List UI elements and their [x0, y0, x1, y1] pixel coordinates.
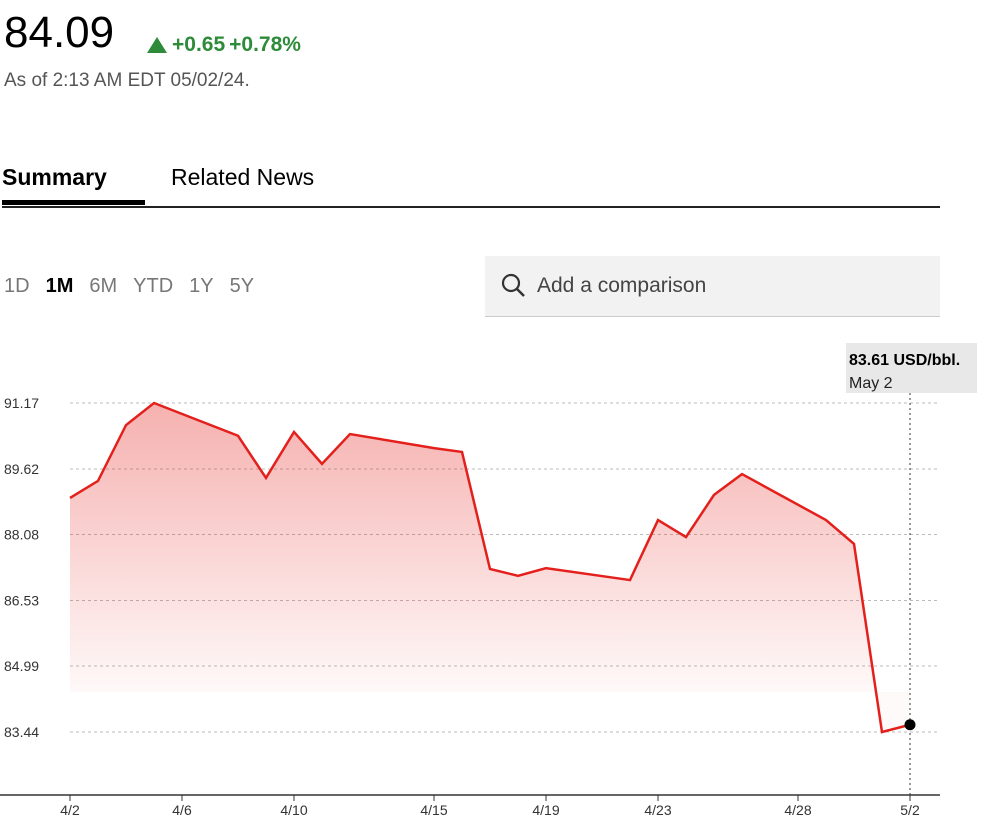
- point-marker: [904, 719, 916, 731]
- x-tick-label: 4/28: [784, 802, 811, 818]
- x-tick-label: 4/2: [60, 802, 80, 818]
- tabs: Summary Related News: [2, 160, 940, 208]
- as-of: As of 2:13 AM EDT 05/02/24.: [4, 70, 250, 91]
- range-button[interactable]: 1Y: [189, 275, 214, 297]
- x-tick-label: 4/15: [420, 802, 447, 818]
- change-value: +0.65: [172, 33, 226, 56]
- tooltip: [846, 343, 977, 393]
- range-button[interactable]: YTD: [133, 275, 174, 297]
- search-placeholder: Add a comparison: [537, 274, 707, 297]
- tab[interactable]: Summary: [2, 164, 145, 205]
- x-tick-label: 4/10: [280, 802, 307, 818]
- x-tick-label: 4/19: [532, 802, 559, 818]
- range-button[interactable]: 1D: [4, 275, 30, 297]
- range-button[interactable]: 6M: [89, 275, 118, 297]
- tooltip-date: May 2: [849, 375, 893, 392]
- comparison-search[interactable]: Add a comparison: [485, 256, 940, 317]
- chart: 83.44 84.99 86.53 88.08 89.62 91.17 4/2 4/6 4/10…: [0, 343, 977, 818]
- y-tick-label: 91.17: [4, 395, 39, 411]
- range-selector: 1D 1M 6M YTD 1Y 5Y: [4, 275, 254, 298]
- y-tick-label: 83.44: [4, 724, 39, 740]
- tab[interactable]: Related News: [171, 164, 315, 190]
- search-icon: [501, 273, 525, 297]
- area: [70, 402, 910, 733]
- y-tick-label: 84.99: [4, 658, 39, 674]
- x-tick-label: 4/6: [172, 802, 192, 818]
- x-tick-label: 4/23: [644, 802, 671, 818]
- up-arrow: [147, 37, 167, 53]
- range-button[interactable]: 5Y: [229, 275, 255, 297]
- price: 84.09: [4, 8, 115, 57]
- y-tick-label: 88.08: [4, 527, 39, 543]
- y-tick-label: 89.62: [4, 461, 39, 477]
- range-button[interactable]: 1M: [45, 275, 74, 297]
- line: [69, 401, 911, 734]
- x-tick-label: 5/2: [900, 802, 920, 818]
- change-percent: +0.78%: [229, 33, 301, 56]
- change: +0.65 +0.78%: [146, 33, 301, 57]
- tooltip-value: 83.61 USD/bbl.: [849, 352, 960, 369]
- y-tick-label: 86.53: [4, 592, 39, 608]
